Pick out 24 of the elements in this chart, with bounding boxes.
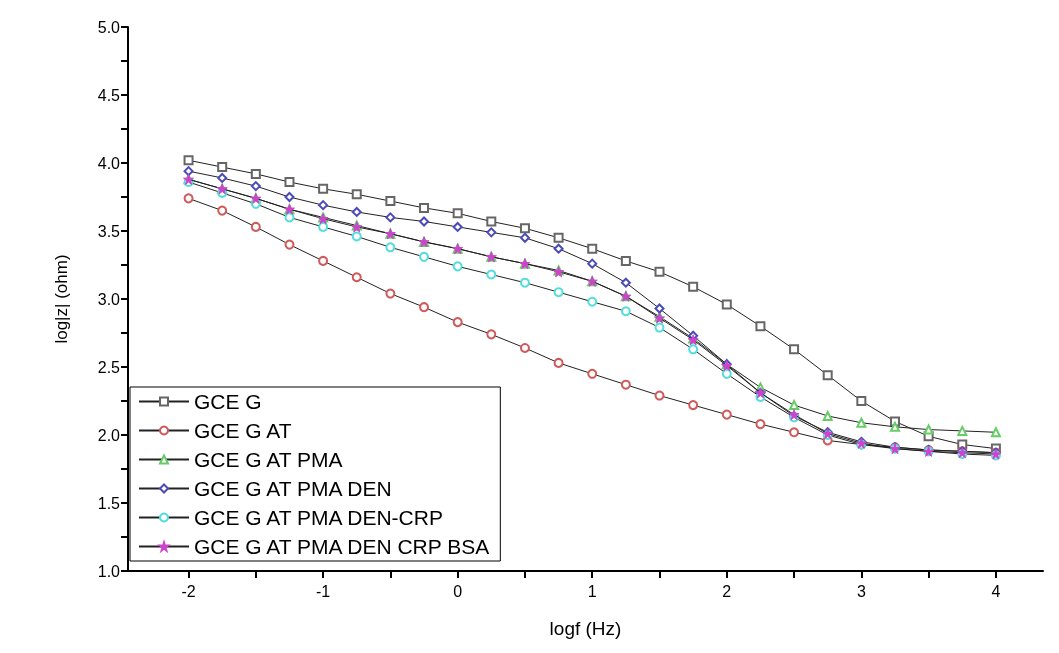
x-tick-label: 1 [587,582,597,600]
y-tick-label: 5.0 [97,18,121,36]
x-tick-label: 4 [991,582,1001,600]
y-tick-label: 2.5 [97,358,121,376]
y-tick-label: 3.0 [97,290,121,308]
legend-label: GCE G AT PMA DEN [194,477,392,500]
x-tick-label: 0 [453,582,463,600]
legend-label: GCE G AT PMA [194,448,343,471]
legend-label: GCE G AT PMA DEN CRP BSA [194,535,490,558]
legend-label: GCE G AT [194,419,292,442]
y-tick-label: 2.0 [97,426,121,444]
y-tick-label: 1.5 [97,494,121,512]
x-tick-label: -1 [315,582,331,600]
legend-label: GCE G AT PMA DEN-CRP [194,506,443,529]
y-tick-label: 3.5 [97,222,121,240]
legend-label: GCE G [194,390,262,413]
y-tick-label: 1.0 [97,562,121,580]
x-tick-label: -2 [181,582,196,600]
y-tick-label: 4.0 [97,154,121,172]
x-axis-title: logf (Hz) [549,618,622,639]
y-axis-title: log|z| (ohm) [52,254,71,344]
x-tick-label: 2 [722,582,732,600]
y-tick-label: 4.5 [97,86,121,104]
x-tick-label: 3 [856,582,866,600]
